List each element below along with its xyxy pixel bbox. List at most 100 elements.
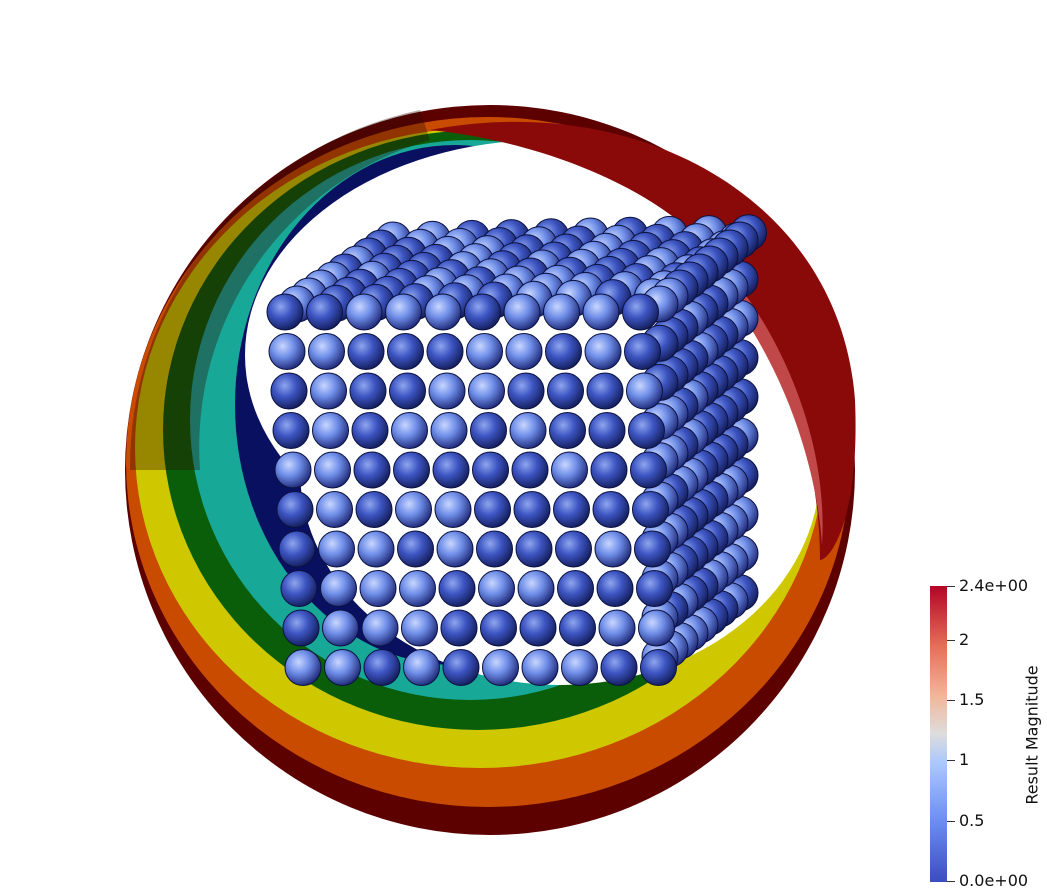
sphere — [357, 530, 395, 568]
sphere — [424, 293, 462, 331]
sphere — [468, 372, 505, 410]
sphere — [428, 372, 466, 410]
sphere — [276, 491, 314, 528]
sphere — [436, 530, 474, 568]
sphere — [432, 451, 470, 489]
sphere — [480, 609, 517, 647]
sphere — [359, 570, 397, 607]
sphere — [519, 609, 557, 647]
sphere — [464, 293, 501, 331]
sphere — [517, 570, 555, 607]
sphere — [316, 491, 353, 528]
sphere — [549, 412, 586, 449]
sphere — [503, 293, 541, 331]
sphere — [559, 609, 596, 647]
sphere — [399, 570, 436, 607]
sphere — [403, 649, 440, 686]
sphere — [640, 649, 677, 686]
sphere — [590, 451, 628, 489]
sphere — [553, 491, 590, 528]
sphere — [632, 491, 669, 528]
sphere — [594, 530, 632, 568]
sphere — [266, 293, 304, 331]
sphere — [393, 451, 430, 489]
sphere — [592, 491, 630, 528]
sphere — [482, 649, 519, 686]
sphere — [555, 530, 592, 568]
sphere — [389, 372, 426, 410]
sphere — [634, 530, 671, 568]
sphere — [395, 491, 432, 528]
sphere — [438, 570, 476, 607]
sphere — [543, 293, 580, 331]
sphere — [355, 491, 393, 528]
sphere — [312, 412, 349, 449]
band-shadow — [129, 110, 430, 470]
sphere — [624, 333, 661, 370]
sphere — [387, 333, 424, 370]
sphere — [622, 293, 659, 331]
sphere — [545, 333, 582, 370]
colorbar-tick-label: 2.4e+00 — [959, 576, 1029, 595]
sphere — [561, 649, 598, 686]
sphere — [345, 293, 383, 331]
sphere — [582, 293, 620, 331]
sphere — [391, 412, 428, 449]
sphere — [586, 372, 624, 410]
sphere — [282, 609, 320, 647]
sphere — [310, 372, 347, 410]
sphere — [584, 333, 622, 370]
tick-mark — [947, 640, 955, 641]
sphere — [472, 451, 509, 489]
colorbar-tick-label: 2 — [959, 630, 970, 649]
sphere — [324, 649, 361, 686]
colorbar-tick-label: 0.0e+00 — [959, 871, 1029, 890]
band-front-red-light — [690, 235, 823, 545]
sphere — [515, 530, 553, 568]
sphere — [474, 491, 511, 528]
tick-mark — [947, 586, 955, 587]
sphere — [628, 412, 665, 449]
sphere — [509, 412, 547, 449]
sphere — [470, 412, 507, 449]
sphere — [272, 412, 310, 449]
sphere — [430, 412, 468, 449]
sphere — [320, 570, 357, 607]
sphere — [521, 649, 559, 686]
sphere — [308, 333, 345, 370]
sphere — [306, 293, 343, 331]
sphere — [318, 530, 355, 568]
colorbar-tick-label: 0.5 — [959, 811, 985, 830]
sphere — [284, 649, 322, 686]
sphere — [385, 293, 422, 331]
sphere — [442, 649, 480, 686]
sphere — [588, 412, 626, 449]
sphere — [363, 649, 401, 686]
sphere — [507, 372, 545, 410]
tick-mark — [947, 700, 955, 701]
sphere — [636, 570, 673, 607]
sphere — [557, 570, 594, 607]
sphere — [551, 451, 588, 489]
sphere — [598, 609, 636, 647]
colorbar — [930, 586, 947, 882]
sphere — [547, 372, 584, 410]
sphere — [347, 333, 385, 370]
sphere — [440, 609, 478, 647]
sphere — [434, 491, 472, 528]
sphere — [274, 451, 312, 489]
sphere — [478, 570, 515, 607]
colorbar-tick-label: 1.5 — [959, 690, 985, 709]
sphere — [314, 451, 351, 489]
colorbar-tick-label: 1 — [959, 750, 970, 769]
sphere — [630, 451, 667, 489]
sphere — [351, 412, 389, 449]
sphere — [270, 372, 308, 410]
sphere — [466, 333, 503, 370]
sphere — [626, 372, 663, 410]
colorbar-title: Result Magnitude — [1022, 665, 1042, 805]
sphere — [349, 372, 387, 410]
sphere — [596, 570, 634, 607]
sphere — [476, 530, 513, 568]
